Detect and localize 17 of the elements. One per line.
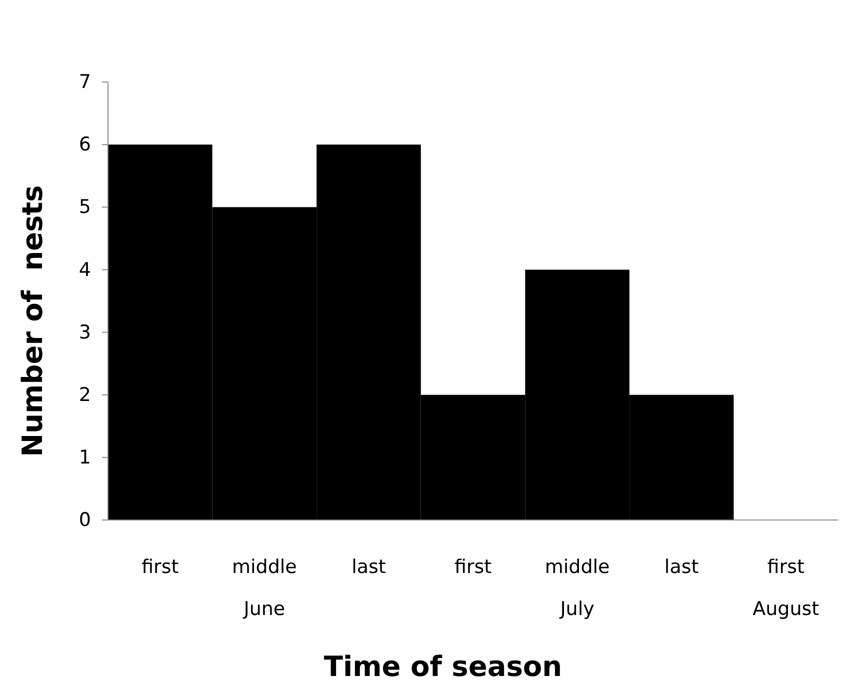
x-tick-label: middle July (544, 556, 610, 620)
y-tick-label: 1 (78, 446, 91, 469)
x-tick-label: middle June (232, 556, 297, 620)
x-tick-label: first (454, 556, 492, 578)
x-tick-label: first August (752, 556, 820, 620)
y-tick-label: 5 (78, 196, 91, 218)
x-tick-label: first (142, 556, 179, 578)
x-tick-label: last (664, 556, 699, 578)
y-tick-label: 4 (78, 258, 91, 281)
y-tick-label: 0 (78, 509, 91, 532)
y-tick-label: 7 (78, 71, 91, 94)
x-tick-label: last (352, 556, 386, 578)
y-tick-label: 2 (78, 384, 91, 406)
y-axis-title: Number of nests (16, 185, 49, 457)
x-axis-title: Time of season (324, 650, 562, 683)
y-tick-label: 3 (78, 321, 91, 344)
y-tick-label: 6 (78, 134, 91, 156)
